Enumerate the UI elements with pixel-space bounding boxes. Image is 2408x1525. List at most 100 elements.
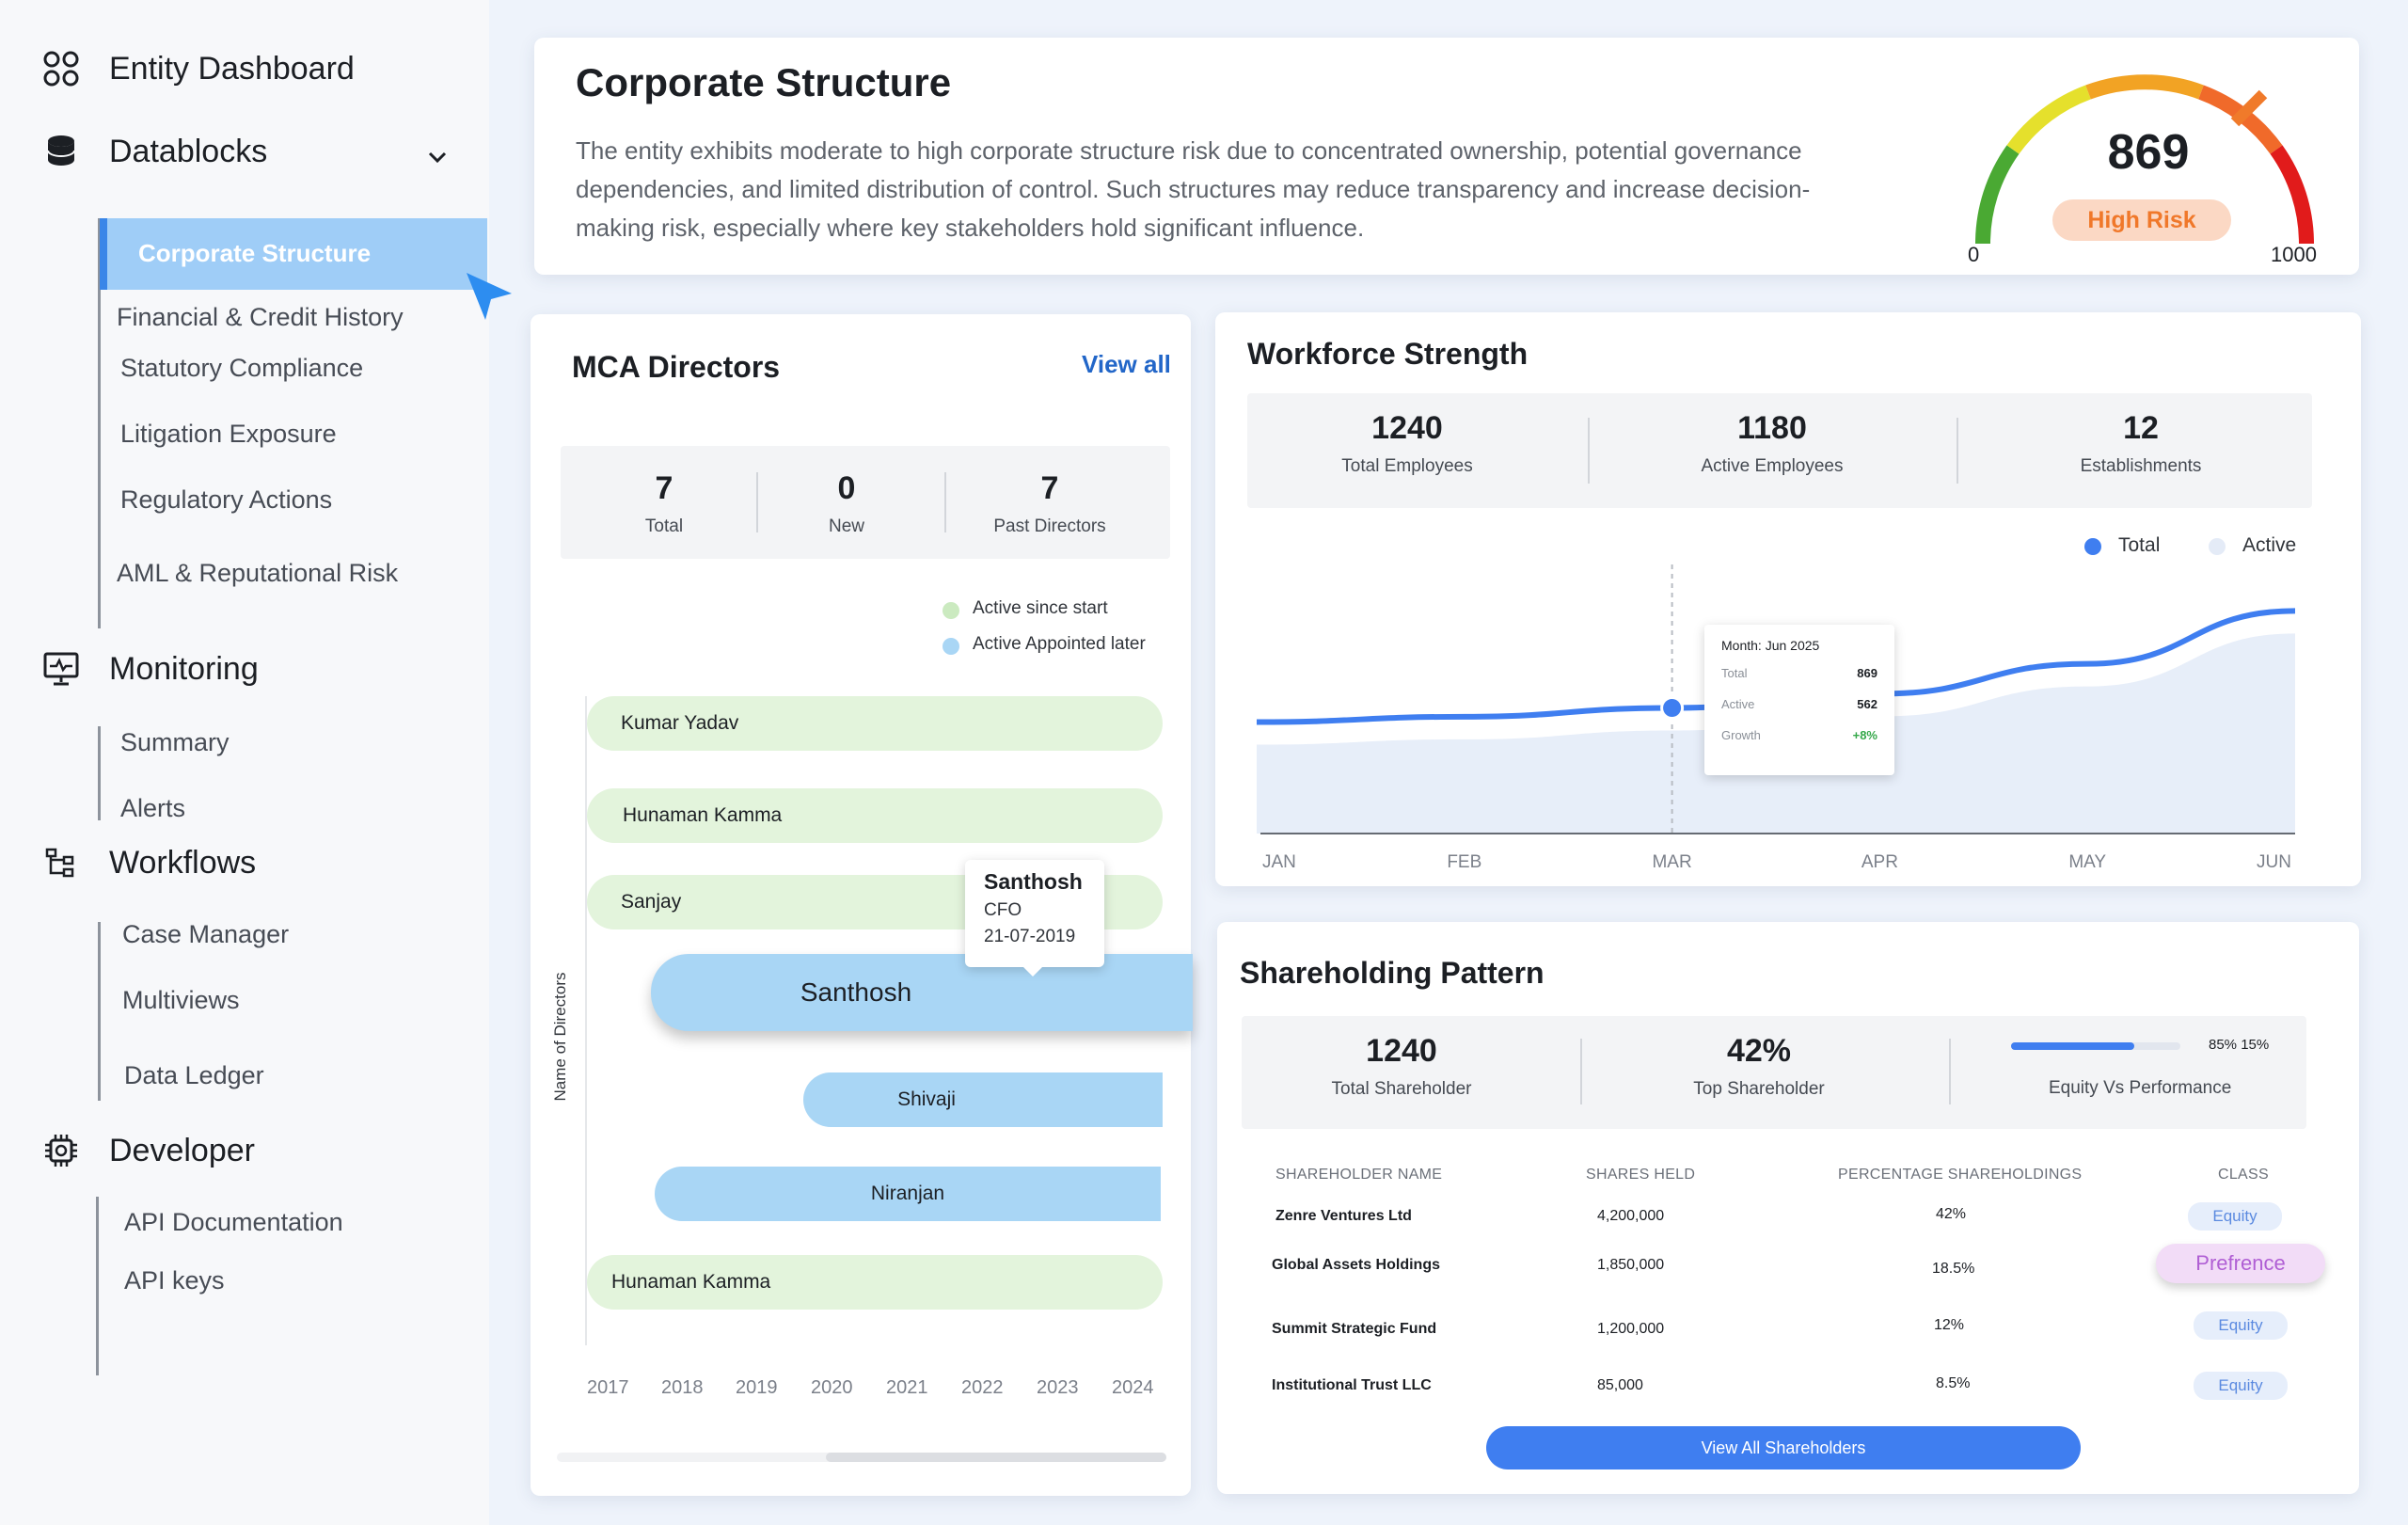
column-header: SHAREHOLDER NAME bbox=[1275, 1167, 1443, 1183]
view-all-link[interactable]: View all bbox=[1082, 350, 1171, 378]
divider bbox=[1580, 1039, 1582, 1104]
nav-datablocks[interactable]: Datablocks bbox=[41, 132, 267, 171]
chevron-down-icon[interactable] bbox=[425, 145, 450, 169]
scrollbar-thumb[interactable] bbox=[826, 1453, 1166, 1462]
y-axis-label: Name of Directors bbox=[551, 972, 569, 1102]
stat-label: New bbox=[828, 516, 864, 536]
director-bar[interactable]: Kumar Yadav bbox=[587, 696, 1163, 751]
director-name: Niranjan bbox=[870, 1183, 945, 1204]
stat-label: Total Shareholder bbox=[1331, 1079, 1472, 1099]
legend-active: Active bbox=[2242, 534, 2297, 556]
director-bar[interactable]: Hunaman Kamma bbox=[587, 1255, 1163, 1310]
risk-gauge bbox=[1974, 74, 2315, 245]
sidebar-item-litigation-exposure[interactable]: Litigation Exposure bbox=[120, 420, 337, 448]
cell-pct: 18.5% bbox=[1932, 1261, 1975, 1277]
stat-value: 7 bbox=[1040, 470, 1059, 506]
legend-dot-active-since-start bbox=[943, 602, 959, 619]
sidebar-item-financial-credit-history[interactable]: Financial & Credit History bbox=[117, 303, 404, 331]
risk-badge: High Risk bbox=[2052, 199, 2231, 241]
monitoring-tree-line bbox=[98, 726, 101, 820]
year-tick: 2018 bbox=[661, 1377, 704, 1398]
sidebar-item-summary[interactable]: Summary bbox=[120, 728, 230, 756]
legend-active-since-start: Active since start bbox=[973, 598, 1108, 618]
workforce-stats: 1240 Total Employees 1180 Active Employees… bbox=[1247, 393, 2312, 508]
stat-value: 1240 bbox=[1371, 410, 1443, 446]
nav-developer[interactable]: Developer bbox=[41, 1131, 255, 1170]
divider bbox=[944, 472, 946, 532]
datablocks-tree-line bbox=[98, 218, 101, 628]
nav-monitoring[interactable]: Monitoring bbox=[41, 649, 259, 689]
sidebar-item-case-manager[interactable]: Case Manager bbox=[122, 920, 290, 948]
stat-value: 12 bbox=[2123, 410, 2159, 446]
director-name: Hunaman Kamma bbox=[623, 804, 783, 826]
director-bar[interactable]: Niranjan bbox=[655, 1167, 1161, 1221]
nav-entity-dashboard[interactable]: Entity Dashboard bbox=[41, 49, 355, 88]
tooltip-caret bbox=[1022, 965, 1044, 977]
cell-shares: 1,200,000 bbox=[1597, 1321, 1665, 1337]
stat-value: 1240 bbox=[1366, 1033, 1437, 1069]
tooltip-name: Santhosh bbox=[984, 869, 1083, 894]
sidebar-item-alerts[interactable]: Alerts bbox=[120, 794, 186, 822]
cell-name: Zenre Ventures Ltd bbox=[1275, 1208, 1412, 1224]
class-badge: Equity bbox=[2194, 1372, 2288, 1400]
director-bar[interactable]: Hunaman Kamma bbox=[587, 788, 1163, 843]
year-tick: 2020 bbox=[811, 1377, 853, 1398]
sidebar-item-corporate-structure[interactable]: Corporate Structure bbox=[100, 218, 487, 290]
highlight-point[interactable] bbox=[1660, 696, 1685, 720]
stat-label: Active Employees bbox=[1701, 456, 1844, 476]
year-tick: 2021 bbox=[886, 1377, 928, 1398]
view-all-shareholders-button[interactable]: View All Shareholders bbox=[1486, 1426, 2081, 1469]
sidebar-item-api-keys[interactable]: API keys bbox=[124, 1266, 225, 1295]
cell-name: Summit Strategic Fund bbox=[1272, 1321, 1437, 1337]
director-name: Shivaji bbox=[897, 1088, 956, 1110]
class-badge: Equity bbox=[2194, 1311, 2288, 1340]
year-tick: 2024 bbox=[1112, 1377, 1154, 1398]
description-line: dependencies, and limited distribution o… bbox=[576, 175, 1811, 203]
nav-workflows[interactable]: Workflows bbox=[41, 843, 256, 882]
equity-progress-track bbox=[2011, 1042, 2180, 1050]
cell-pct: 12% bbox=[1934, 1317, 1965, 1333]
sidebar-item-statutory-compliance[interactable]: Statutory Compliance bbox=[120, 354, 364, 382]
sidebar-item-regulatory-actions[interactable]: Regulatory Actions bbox=[120, 485, 333, 514]
director-bar[interactable]: Shivaji bbox=[803, 1072, 1163, 1127]
stat-label: Past Directors bbox=[993, 516, 1106, 536]
stat-value: 7 bbox=[655, 470, 673, 506]
workflow-icon bbox=[45, 848, 74, 878]
stat-total-shareholder: 1240 Total Shareholder bbox=[1298, 1033, 1505, 1100]
director-name: Hunaman Kamma bbox=[611, 1271, 771, 1293]
legend-dot-active bbox=[2209, 538, 2226, 555]
sidebar-item-data-ledger[interactable]: Data Ledger bbox=[124, 1061, 264, 1089]
corporate-title: Corporate Structure bbox=[576, 60, 952, 104]
column-header: CLASS bbox=[2218, 1167, 2269, 1183]
legend-total: Total bbox=[2118, 534, 2161, 556]
cell-shares: 1,850,000 bbox=[1597, 1257, 1665, 1273]
director-name: Sanjay bbox=[621, 891, 682, 913]
equity-percentages: 85% 15% bbox=[2209, 1037, 2270, 1053]
year-tick: 2023 bbox=[1037, 1377, 1079, 1398]
class-badge-highlighted: Prefrence bbox=[2156, 1244, 2325, 1283]
y-axis-label-wrap: Name of Directors bbox=[551, 971, 570, 1103]
monitor-icon bbox=[43, 652, 79, 686]
stat-top-shareholder: 42% Top Shareholder bbox=[1665, 1033, 1853, 1100]
sidebar-item-api-documentation[interactable]: API Documentation bbox=[124, 1208, 343, 1236]
stat-value: 0 bbox=[837, 470, 856, 506]
tooltip-label: Active bbox=[1721, 697, 1755, 711]
tooltip-date: 21-07-2019 bbox=[984, 927, 1076, 946]
column-header: SHARES HELD bbox=[1586, 1167, 1696, 1183]
cell-pct: 42% bbox=[1936, 1206, 1967, 1222]
grid-icon bbox=[43, 51, 79, 87]
sidebar-item-aml-reputational-risk[interactable]: AML & Reputational Risk bbox=[117, 559, 399, 587]
tooltip-row-active: Active 562 bbox=[1721, 697, 1877, 711]
stat-label: Establishments bbox=[2080, 456, 2202, 476]
stat-total-employees: 1240 Total Employees bbox=[1323, 410, 1492, 477]
column-header: PERCENTAGE SHAREHOLDINGS bbox=[1838, 1167, 2083, 1183]
legend-active-appointed-later: Active Appointed later bbox=[973, 634, 1146, 654]
horizontal-scrollbar[interactable] bbox=[557, 1453, 1166, 1462]
stat-new: 0 New bbox=[800, 470, 894, 537]
tooltip-row-total: Total 869 bbox=[1721, 666, 1877, 680]
director-bar-highlighted[interactable]: Santhosh bbox=[651, 954, 1193, 1031]
director-name: Santhosh bbox=[800, 977, 912, 1007]
sidebar-item-multiviews[interactable]: Multiviews bbox=[122, 986, 240, 1014]
equity-label: Equity Vs Performance bbox=[2049, 1078, 2232, 1098]
stat-active-employees: 1180 Active Employees bbox=[1678, 410, 1866, 477]
